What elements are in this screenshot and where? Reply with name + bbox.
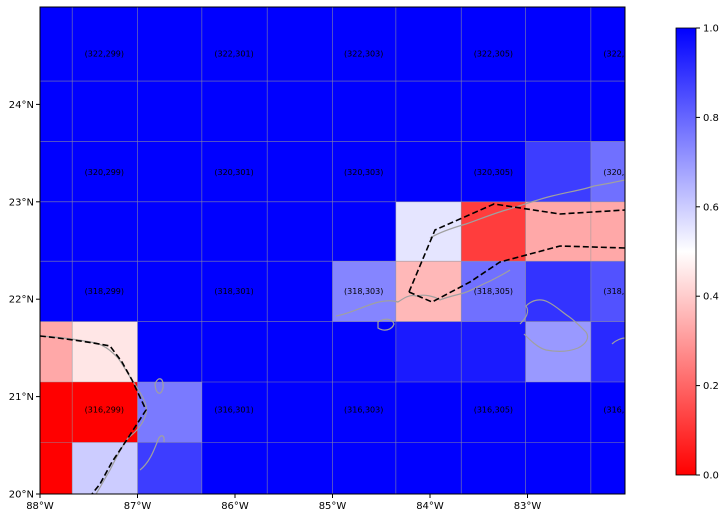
colorbar-tick-label: 0.2 (703, 381, 719, 392)
grid-cell-label: (316,301) (214, 406, 253, 415)
x-tick-label: 86°W (221, 501, 249, 512)
y-tick-label: 21°N (9, 392, 34, 403)
grid-cell-label: (320,301) (214, 168, 253, 177)
heatmap-cell (40, 442, 73, 494)
coastline-cozumel (154, 378, 164, 394)
grid-cell-label: (316,307) (603, 406, 642, 415)
heatmap-cells (40, 141, 625, 494)
grid-cell-label: (318,307) (603, 287, 642, 296)
grid-cell-label: (318,299) (85, 287, 124, 296)
route-west (40, 335, 147, 494)
colorbar-tick-label: 0.8 (703, 113, 719, 124)
heatmap-cell (590, 261, 625, 322)
heatmap-cell (40, 381, 138, 443)
colorbar-tick-label: 0.4 (703, 292, 719, 303)
colorbar-tick-label: 0.0 (703, 471, 719, 482)
x-tick-label: 87°W (124, 501, 152, 512)
coastline-yucatan-east (139, 435, 165, 471)
grid-cell-label: (322,305) (474, 49, 513, 58)
colorbar-tick-label: 1.0 (703, 24, 719, 35)
route-east-north (408, 203, 625, 293)
cell-labels: (322,299) (322,301) (322,303) (322,305) (322… (85, 49, 642, 415)
grid-cell-label: (318,305) (474, 287, 513, 296)
grid-cell-label: (320,305) (474, 168, 513, 177)
heatmap-cell (332, 261, 396, 322)
y-tick-label: 24°N (9, 100, 34, 111)
grid-cell-label: (322,301) (214, 49, 253, 58)
grid-cell-label: (320,299) (85, 168, 124, 177)
gridlines (40, 7, 625, 494)
route-lines (40, 203, 625, 494)
route-east-south (408, 245, 625, 303)
heatmap-cell (525, 261, 591, 322)
heatmap-cell (395, 261, 462, 322)
map-area: (322,299) (322,301) (322,303) (322,305) (322… (40, 7, 642, 494)
coastline-cuba-north (429, 179, 625, 239)
grid-cell-label: (318,303) (344, 287, 383, 296)
grid-cell-label: (320,303) (344, 168, 383, 177)
grid-cell-label: (320,307) (603, 168, 642, 177)
grid-cell-label: (318,301) (214, 287, 253, 296)
grid-cell-label: (322,307) (603, 49, 642, 58)
colorbar-tick-label: 0.6 (703, 202, 719, 213)
heatmap-cell (525, 141, 591, 202)
x-axis: 88°W 87°W 86°W 85°W 84°W 83°W (26, 494, 541, 512)
heatmap-cell (590, 321, 625, 382)
colorbar: 0.0 0.2 0.4 0.6 0.8 1.0 (675, 24, 719, 482)
colorbar-gradient (675, 27, 697, 476)
heatmap-cell (137, 442, 202, 494)
heatmap-cell (40, 321, 73, 382)
grid-cell-label: (316,303) (344, 406, 383, 415)
coastline-cuba-west (335, 269, 511, 317)
grid-cell-label: (322,303) (344, 49, 383, 58)
coastline-cuba-south (519, 299, 589, 352)
x-tick-label: 84°W (416, 501, 444, 512)
y-axis: 20°N 21°N 22°N 23°N 24°N (9, 100, 40, 501)
heatmap-cell (395, 321, 526, 382)
heatmap-cell (590, 141, 625, 202)
grid-cell-label: (322,299) (85, 49, 124, 58)
colorbar-ticks: 0.0 0.2 0.4 0.6 0.8 1.0 (696, 24, 719, 482)
x-tick-label: 85°W (319, 501, 347, 512)
coastline-isla-juventud (377, 318, 395, 331)
y-tick-label: 23°N (9, 197, 34, 208)
heatmap-cell (137, 381, 202, 443)
x-tick-label: 83°W (514, 501, 542, 512)
heatmap-cell (72, 442, 138, 494)
y-tick-label: 20°N (9, 490, 34, 501)
grid-cell-label: (316,305) (474, 406, 513, 415)
heatmap-cell (395, 201, 462, 262)
heatmap-cell (461, 201, 526, 262)
heatmap-cell (461, 261, 526, 322)
coastline-east (611, 337, 625, 345)
x-tick-label: 88°W (26, 501, 54, 512)
grid-cell-label: (316,299) (85, 406, 124, 415)
y-tick-label: 22°N (9, 295, 34, 306)
